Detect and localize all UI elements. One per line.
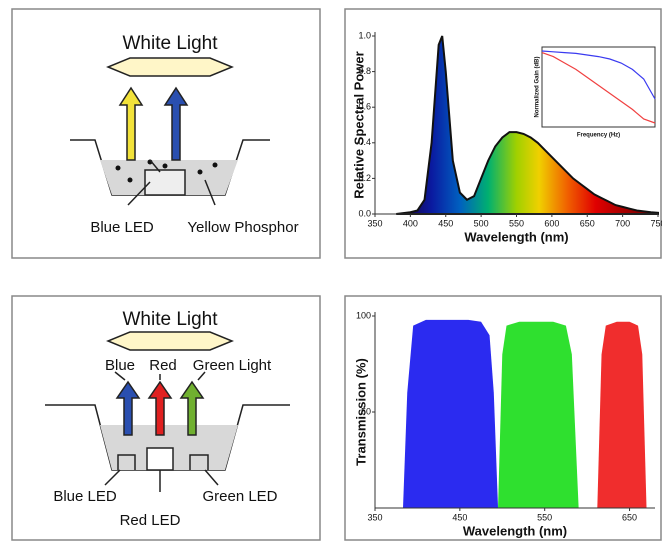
- x-tick-label: 450: [438, 218, 453, 228]
- x-axis-title: Wavelength (nm): [463, 523, 567, 538]
- x-tick-label: 750: [650, 218, 662, 228]
- inset-frame: [542, 47, 655, 127]
- diagram-phosphor: [70, 58, 270, 205]
- diagram-label: Blue: [105, 357, 135, 374]
- y-axis-title: Transmission (%): [353, 358, 368, 466]
- x-tick-label: 650: [622, 512, 637, 522]
- y-tick-label: 1.0: [358, 30, 371, 40]
- y-axis-title: Normalized Gain (dB): [535, 56, 541, 117]
- x-tick-label: 500: [474, 218, 489, 228]
- x-tick-label: 550: [537, 512, 552, 522]
- diagram-label: Green LED: [202, 488, 277, 505]
- y-tick-label: 0.0: [358, 208, 371, 218]
- x-tick-label: 550: [509, 218, 524, 228]
- x-tick-label: 700: [615, 218, 630, 228]
- x-tick-label: 350: [367, 218, 382, 228]
- diagram-title: White Light: [122, 33, 218, 54]
- y-axis-title: Relative Spectral Power: [351, 51, 366, 198]
- diagram-label: Blue LED: [90, 219, 154, 236]
- x-tick-label: 450: [452, 512, 467, 522]
- area: [403, 320, 498, 508]
- y-tick-label: 100: [356, 310, 371, 320]
- figure: White Light Blue LED Yellow Phosphor Whi…: [0, 0, 662, 541]
- diagram-label: Red LED: [120, 512, 181, 529]
- diagram-title: White Light: [122, 309, 218, 330]
- area: [597, 322, 646, 508]
- x-tick-label: 400: [403, 218, 418, 228]
- diagram-label: Green Light: [193, 357, 272, 374]
- diagram-label: Blue LED: [53, 488, 117, 505]
- diagram-label: Red: [149, 357, 177, 374]
- x-tick-label: 650: [580, 218, 595, 228]
- x-tick-label: 600: [544, 218, 559, 228]
- x-axis-title: Wavelength (nm): [464, 229, 568, 244]
- area: [498, 322, 579, 508]
- x-axis-title: Frequency (Hz): [577, 133, 620, 139]
- x-tick-label: 350: [367, 512, 382, 522]
- diagram-label: Yellow Phosphor: [187, 219, 298, 236]
